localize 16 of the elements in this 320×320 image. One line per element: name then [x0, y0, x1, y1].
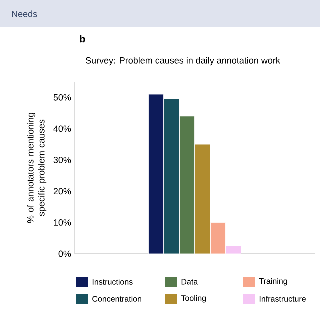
legend-label: Data	[182, 279, 198, 285]
y-tick-label: 40%	[54, 126, 72, 132]
y-tick-label: 30%	[54, 156, 72, 164]
y-tick-label: 0%	[58, 250, 72, 258]
chart-title: Survey: Problem causes in daily annotation work	[86, 57, 280, 66]
y-tick-label: 50%	[54, 94, 72, 101]
legend-label: Concentration	[92, 296, 142, 302]
legend-label: Tooling	[181, 295, 206, 303]
legend-label: Instructions	[92, 279, 133, 285]
y-tick-label: 10%	[54, 220, 72, 226]
legend-label: Infrastructure	[260, 296, 306, 302]
y-axis-title: % of annotators mentioning specific problem causes	[27, 113, 47, 224]
text: b	[80, 35, 86, 43]
legend-label: Training	[259, 278, 288, 286]
y-tick-label: 20%	[54, 188, 72, 195]
text: Needs	[12, 10, 38, 18]
